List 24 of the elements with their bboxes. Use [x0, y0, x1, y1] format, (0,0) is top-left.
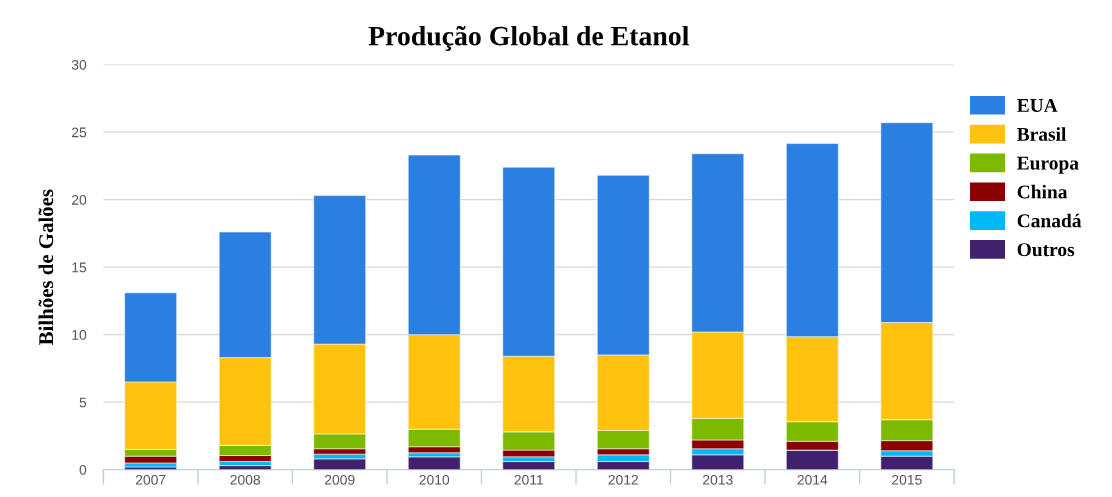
x-tick-label: 2014 — [797, 474, 828, 485]
x-tick-label: 2010 — [419, 474, 450, 485]
y-tick-label: 10 — [72, 329, 87, 340]
x-tick-label: 2007 — [135, 474, 166, 485]
legend-label: EUA — [1017, 99, 1058, 113]
x-tick-label: 2013 — [703, 474, 733, 485]
legend-label: Europa — [1017, 156, 1079, 174]
chart-title: Produção Global de Etanol — [368, 25, 689, 51]
legend-label: China — [1017, 184, 1068, 199]
y-tick-label: 5 — [79, 397, 87, 408]
x-tick-label: 2015 — [892, 474, 922, 485]
y-tick-label: 15 — [72, 262, 87, 273]
x-tick-label: 2012 — [608, 474, 639, 485]
y-tick-label: 20 — [72, 194, 87, 205]
y-tick-label: 25 — [72, 127, 87, 138]
y-tick-label: 30 — [71, 59, 87, 70]
legend-label: Brasil — [1017, 127, 1067, 141]
legend-label: Canadá — [1017, 213, 1082, 228]
legend-label: Outros — [1017, 243, 1075, 257]
x-tick-label: 2009 — [324, 474, 355, 485]
y-axis-title: Bilhões de Galões — [38, 189, 54, 345]
x-tick-label: 2008 — [230, 474, 261, 485]
x-tick-label: 2011 — [514, 474, 544, 485]
y-tick-label: 0 — [79, 465, 87, 475]
